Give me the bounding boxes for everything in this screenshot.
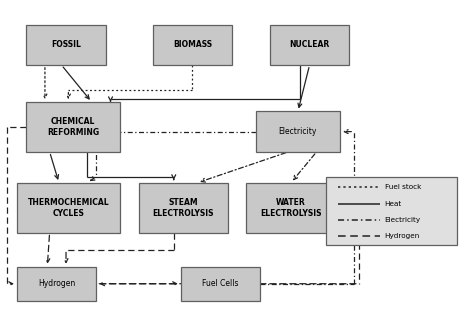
- FancyBboxPatch shape: [153, 25, 232, 65]
- FancyBboxPatch shape: [256, 112, 340, 152]
- Text: BIOMASS: BIOMASS: [173, 40, 212, 49]
- Text: Electricity: Electricity: [279, 127, 317, 136]
- FancyBboxPatch shape: [246, 183, 336, 233]
- FancyBboxPatch shape: [26, 102, 120, 152]
- Text: STEAM
ELECTROLYSIS: STEAM ELECTROLYSIS: [152, 198, 214, 218]
- Text: Fuel stock: Fuel stock: [384, 185, 421, 191]
- Text: Electricity: Electricity: [384, 217, 421, 223]
- Text: Hydrogen: Hydrogen: [384, 233, 420, 239]
- FancyBboxPatch shape: [270, 25, 349, 65]
- Text: Fuel Cells: Fuel Cells: [202, 279, 239, 288]
- Text: FOSSIL: FOSSIL: [51, 40, 81, 49]
- FancyBboxPatch shape: [181, 267, 260, 301]
- Text: WATER
ELECTROLYSIS: WATER ELECTROLYSIS: [260, 198, 322, 218]
- Text: NUCLEAR: NUCLEAR: [290, 40, 330, 49]
- Text: Heat: Heat: [384, 201, 402, 207]
- FancyBboxPatch shape: [17, 183, 120, 233]
- Text: CHEMICAL
REFORMING: CHEMICAL REFORMING: [47, 117, 99, 137]
- FancyBboxPatch shape: [326, 177, 457, 245]
- Text: THERMOCHEMICAL
CYCLES: THERMOCHEMICAL CYCLES: [27, 198, 109, 218]
- FancyBboxPatch shape: [138, 183, 228, 233]
- Text: Hydrogen: Hydrogen: [38, 279, 75, 288]
- FancyBboxPatch shape: [17, 267, 97, 301]
- FancyBboxPatch shape: [26, 25, 106, 65]
